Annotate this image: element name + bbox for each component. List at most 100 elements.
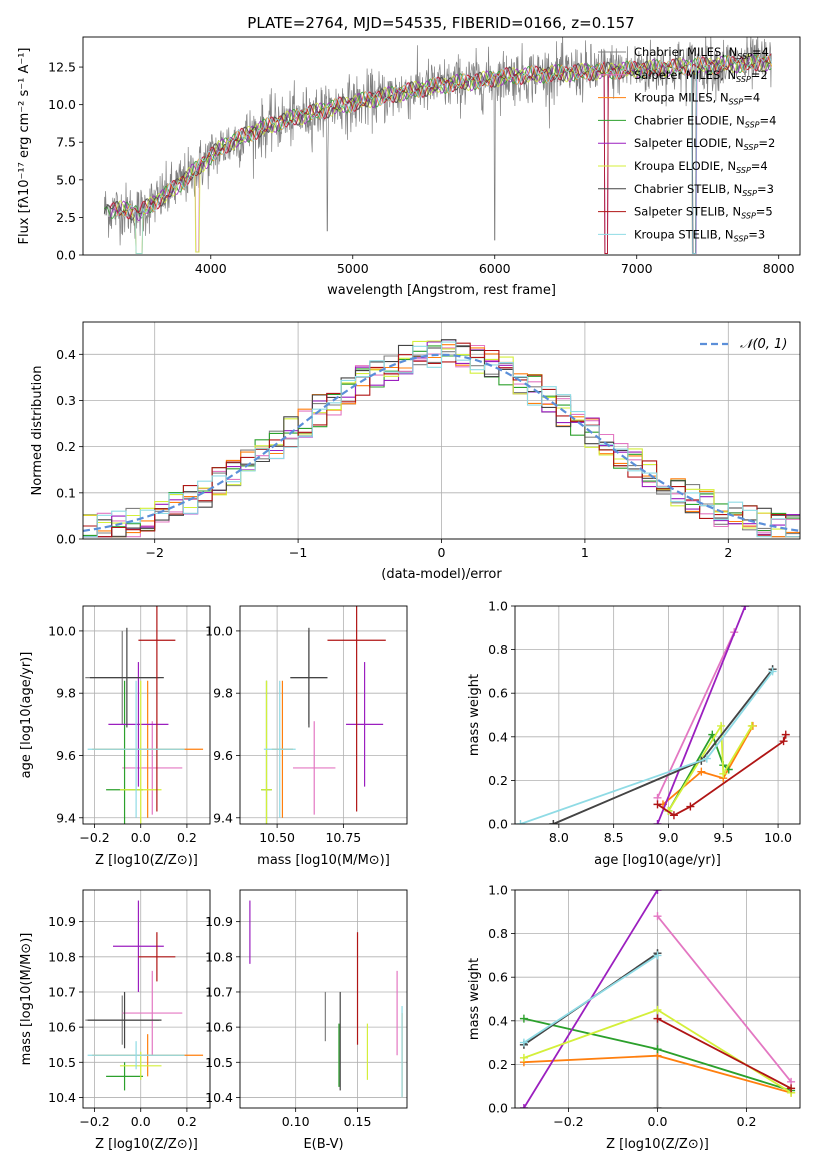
weight-marker-salpeter-stelib (653, 800, 662, 809)
y-tick-label: 1.0 (488, 599, 508, 614)
residuals-panel: −2 −1 0 1 2 0.0 0.1 0.2 0.3 0.4 (data-model)/error… (30, 321, 801, 582)
weight-marker-salpeter-miles (653, 912, 662, 921)
x-tick-label: 8000 (763, 261, 795, 276)
y-tick-label: 0.2 (488, 1057, 508, 1072)
y-tick-label: 0.8 (488, 926, 508, 941)
x-tick-label: −0.2 (553, 1114, 583, 1129)
legend-value: =4 (743, 91, 760, 105)
x-tick-label: 0.2 (177, 830, 197, 845)
weight-marker-salpeter-stelib (787, 1084, 796, 1093)
y-tick-label: 0.6 (488, 686, 508, 701)
y-tick-label: 10.9 (205, 914, 233, 929)
weight-marker-salpeter-elodie (519, 1104, 528, 1108)
weight-marker-chabrier-elodie (653, 1045, 662, 1054)
legend-subscript: SSP (734, 234, 749, 243)
x-tick-label: 0.0 (131, 830, 151, 845)
x-tick-label: 8.5 (604, 830, 624, 845)
legend-subscript: SSP (741, 212, 756, 221)
spectrum-model-line-chabrier-stelib (103, 54, 772, 254)
y-tick-label: 10.8 (205, 949, 233, 964)
weight-marker-salpeter-stelib (779, 737, 788, 746)
y-tick-label: 10.6 (48, 1020, 76, 1035)
weight-line-salpeter-elodie (656, 606, 747, 824)
weight-marker-kroupa-elodie (717, 721, 726, 730)
legend-subscript: SSP (729, 98, 744, 107)
x-tick-label: 7000 (621, 261, 653, 276)
y-tick-label: 0.2 (56, 439, 76, 454)
legend-label-chabrier-elodie: Chabrier ELODIE, NSSP=4 (634, 113, 776, 129)
y-tick-label: 10.8 (48, 949, 76, 964)
x-tick-label: 6000 (479, 261, 511, 276)
spectrum-data-line (103, 37, 772, 246)
y-tick-label: 2.5 (56, 210, 76, 225)
x-tick-label: −1 (289, 545, 307, 560)
x-tick-label: 0.2 (177, 1114, 197, 1129)
legend-label-salpeter-elodie: Salpeter ELODIE, NSSP=2 (634, 136, 775, 152)
y-tick-label: 10.5 (205, 1055, 233, 1070)
y-axis-label: mass weight (467, 958, 482, 1040)
weight-marker-kroupa-stelib (702, 754, 711, 763)
legend-value: =5 (756, 205, 773, 219)
legend-label-kroupa-elodie: Kroupa ELODIE, NSSP=4 (634, 159, 768, 175)
age-vs-mass-panel: 10.50 10.75 9.4 9.6 9.8 10.0 mass [log10(M/M⊙)… (205, 605, 408, 868)
mass-vs-Z-panel: −0.2 0.0 0.2 10.4 10.5 10.6 10.7 10.8 10.9 Z [log… (19, 889, 211, 1152)
y-tick-label: 10.0 (48, 97, 76, 112)
y-tick-label: 9.4 (56, 810, 76, 825)
x-axis-label: Z [log10(Z/Z⊙)] (95, 853, 198, 868)
y-tick-label: 1.0 (488, 883, 508, 898)
weight-marker-kroupa-stelib (519, 1038, 528, 1047)
x-tick-label: 5000 (337, 261, 369, 276)
x-tick-label: 0.10 (282, 1114, 310, 1129)
y-tick-label: 10.6 (205, 1020, 233, 1035)
axes-frame (82, 605, 211, 825)
mass-vs-EBV-panel: 0.10 0.15 10.4 10.5 10.6 10.7 10.8 10.9 E(B-V) (205, 889, 408, 1152)
weight-line-kroupa-elodie (667, 722, 753, 812)
x-tick-label: 4000 (195, 261, 227, 276)
weight-line-salpeter-miles (656, 631, 736, 799)
legend-value: =4 (760, 113, 777, 127)
legend-label-normal: 𝒩(0, 1) (740, 337, 787, 352)
weight-marker-salpeter-stelib (686, 802, 695, 811)
x-axis-label: (data-model)/error (381, 567, 502, 582)
x-tick-label: 8.0 (549, 830, 569, 845)
weight-marker-salpeter-stelib (653, 1014, 662, 1023)
legend-label-kroupa-stelib: Kroupa STELIB, NSSP=3 (634, 227, 765, 243)
y-tick-label: 9.8 (56, 686, 76, 701)
weight-marker-kroupa-elodie (653, 1005, 662, 1014)
y-tick-label: 0.1 (56, 485, 76, 500)
weight-marker-chabrier-elodie (519, 1014, 528, 1023)
y-tick-label: 7.5 (56, 135, 76, 150)
weight-marker-kroupa-elodie (719, 769, 728, 778)
spectrum-panel: 4000 5000 6000 7000 8000 0.0 2.5 5.0 7.5 10.0 12.5… (17, 36, 801, 298)
legend-label-salpeter-stelib: Salpeter STELIB, NSSP=5 (634, 205, 773, 221)
legend-subscript: SSP (737, 52, 752, 61)
y-axis-label: Flux [fλ10⁻¹⁷ erg cm⁻² s⁻¹ A⁻¹] (17, 48, 32, 245)
y-tick-label: 12.5 (48, 60, 76, 75)
x-axis-label: Z [log10(Z/Z⊙)] (606, 1137, 709, 1152)
y-tick-label: 9.6 (213, 748, 233, 763)
figure-title: PLATE=2764, MJD=54535, FIBERID=0166, z=0… (247, 14, 634, 32)
weight-line-kroupa-miles (662, 725, 754, 806)
axes-frame (514, 889, 801, 1109)
weight-line-kroupa-stelib (520, 670, 774, 824)
y-axis-label: age [log10(age/yr)] (19, 652, 34, 779)
y-tick-label: 10.0 (48, 623, 76, 638)
axes-frame (82, 889, 211, 1109)
legend-subscript: SSP (742, 189, 757, 198)
y-tick-label: 0.4 (488, 729, 508, 744)
weight-marker-kroupa-stelib (516, 820, 525, 824)
legend-value: =4 (751, 159, 768, 173)
spectrum-model-line-salpeter-stelib (109, 53, 772, 254)
x-axis-label: wavelength [Angstrom, rest frame] (327, 283, 556, 298)
y-axis-label: Normed distribution (30, 366, 45, 496)
weight-marker-kroupa-elodie (747, 721, 756, 730)
legend-value: =3 (757, 182, 774, 196)
y-tick-label: 0.0 (488, 817, 508, 832)
y-tick-label: 10.7 (205, 984, 233, 999)
legend-subscript: SSP (736, 75, 751, 84)
weight-marker-kroupa-stelib (653, 951, 662, 960)
x-axis-label: E(B-V) (303, 1137, 343, 1152)
y-axis-label: mass weight (467, 674, 482, 756)
axes-frame (239, 605, 408, 825)
